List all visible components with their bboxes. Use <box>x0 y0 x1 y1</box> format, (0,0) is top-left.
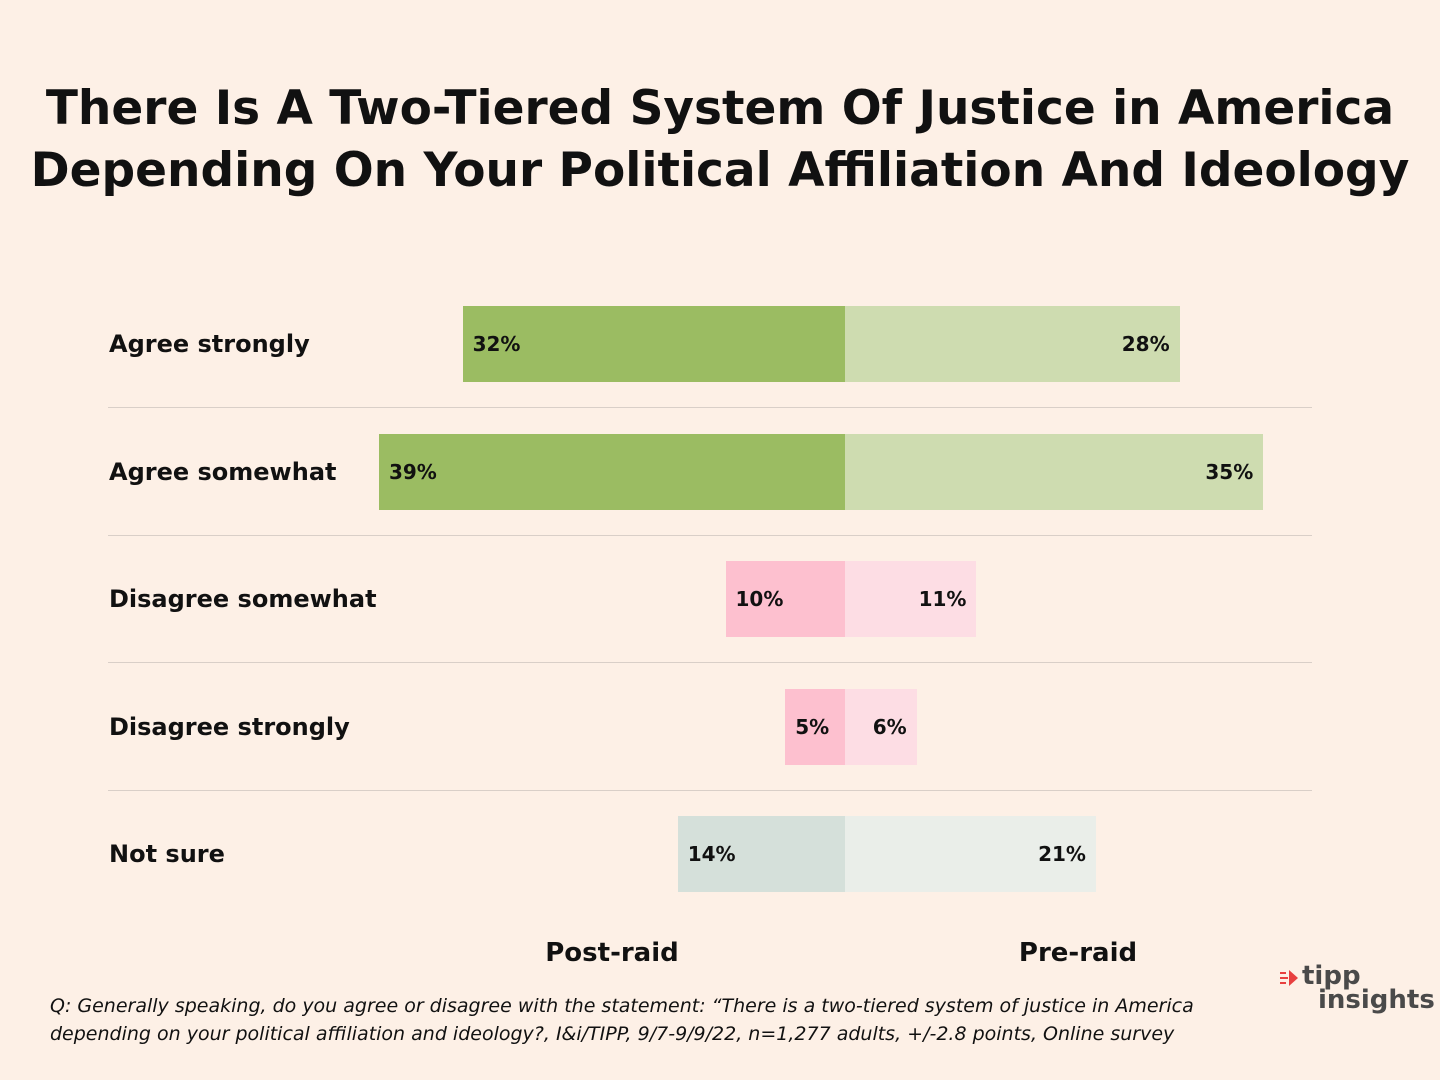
footnote: Q: Generally speaking, do you agree or d… <box>50 992 1250 1048</box>
series-label: Pre-raid <box>1018 938 1138 968</box>
bar-pre-raid <box>845 816 1096 892</box>
chart-title-line-1: There Is A Two-Tiered System Of Justice … <box>45 81 1395 136</box>
bar-pre-raid <box>845 688 917 765</box>
bar-value-label-pre-raid: 6% <box>872 714 907 739</box>
bar-value-label-post-raid: 32% <box>472 332 521 356</box>
chart-title: There Is A Two-Tiered System Of Justice … <box>0 78 1440 202</box>
category-label: Disagree strongly <box>109 712 350 741</box>
logo-text-insights: insights <box>1318 985 1435 1015</box>
bar-pre-raid <box>845 561 977 637</box>
logo-text-tipp: tipp <box>1302 961 1361 991</box>
row-separator <box>108 789 1312 791</box>
category-label: Disagree somewhat <box>109 585 377 613</box>
bar-pre-raid <box>845 306 1180 382</box>
logo-arrow-icon <box>1280 970 1298 986</box>
bar-value-label-pre-raid: 11% <box>918 587 967 611</box>
bar-value-label-post-raid: 10% <box>735 587 784 611</box>
row-separator <box>108 662 1312 663</box>
bar-post-raid <box>462 306 845 382</box>
bar-pre-raid <box>845 433 1264 510</box>
category-label: Agree strongly <box>109 330 310 358</box>
bar-post-raid <box>785 688 845 765</box>
bar-value-label-pre-raid: 28% <box>1121 332 1170 356</box>
bar-post-raid <box>725 561 845 637</box>
row-separator <box>108 534 1312 536</box>
bar-post-raid <box>378 433 845 510</box>
category-label: Agree somewhat <box>109 457 337 486</box>
bar-value-label-post-raid: 5% <box>795 714 830 739</box>
bar-value-label-pre-raid: 21% <box>1038 842 1086 866</box>
bar-value-label-pre-raid: 35% <box>1205 459 1254 484</box>
bar-post-raid <box>677 816 845 892</box>
row-separator <box>108 407 1312 408</box>
category-label: Not sure <box>109 840 225 868</box>
footnote-line-1: Q: Generally speaking, do you agree or d… <box>50 995 1194 1017</box>
chart-title-line-2: Depending On Your Political Affiliation … <box>30 143 1410 198</box>
bar-value-label-post-raid: 14% <box>687 842 736 866</box>
tipp-insights-logo: tipp insights <box>1278 961 1435 1022</box>
footnote-line-2: depending on your political affiliation … <box>50 1023 1175 1045</box>
bar-value-label-post-raid: 39% <box>388 459 437 484</box>
series-label: Post-raid <box>545 938 679 968</box>
